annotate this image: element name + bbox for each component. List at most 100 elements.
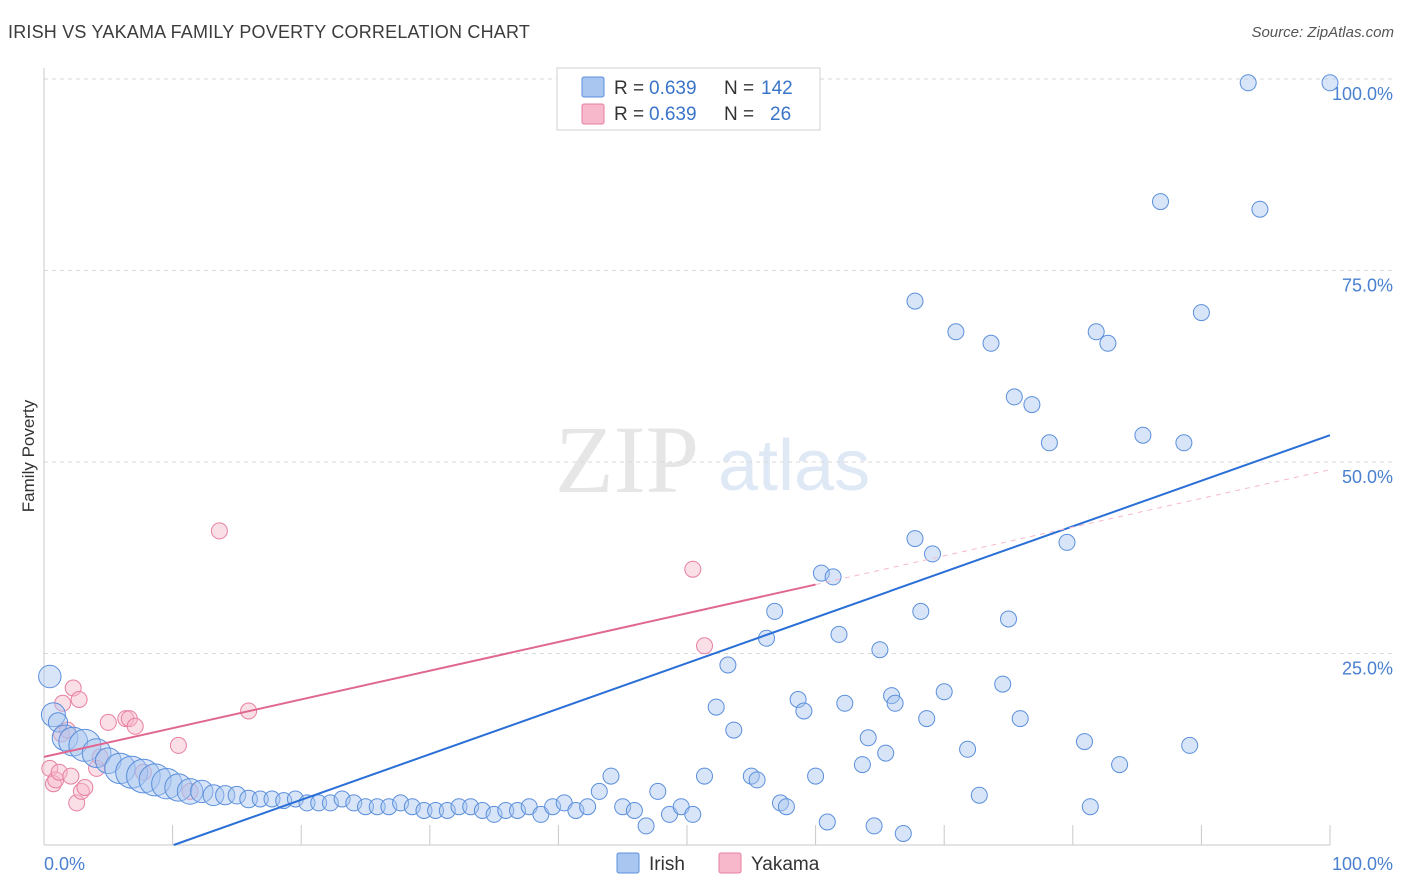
x-tick-label-max: 100.0% [1332,854,1393,874]
irish-point [777,798,795,816]
irish-point [766,602,784,620]
irish-point [625,802,643,819]
irish-point [696,767,713,785]
yakama-point [126,717,144,735]
irish-point [830,625,848,643]
bottom-legend-irish: Irish [649,854,685,875]
irish-point [190,779,214,804]
irish-point [579,798,597,816]
irish-point [707,698,725,716]
irish-point [602,767,620,785]
irish-point [532,805,550,823]
irish-point [912,602,930,620]
irish-point [1134,426,1152,444]
yakama-point [76,779,94,796]
irish-point [684,805,702,823]
irish-point [795,702,813,720]
irish-point [982,334,1000,352]
irish-point [164,773,193,802]
irish-point [649,782,667,800]
yakama-point [70,691,88,708]
watermark-atlas: atlas [718,426,870,506]
irish-point [251,790,269,808]
irish-point [1192,304,1210,322]
irish-point [877,744,895,762]
irish-point [1005,388,1023,406]
bottom-legend-yakama: Yakama [751,854,820,875]
irish-point [818,813,836,831]
irish-point [1076,733,1093,751]
irish-point [661,805,678,823]
irish-point [894,825,912,842]
irish-point [427,802,445,819]
legend-swatch-irish [581,76,605,98]
irish-point [368,798,386,816]
bottom-legend-swatch-yakama [718,852,742,874]
yakama-trend-line [43,583,816,758]
watermark-zip: ZIP [555,406,699,513]
irish-point [1321,74,1339,92]
legend-n-value-yakama: 26 [770,104,791,125]
irish-point [748,771,766,789]
irish-point [1181,736,1199,754]
irish-point [725,721,743,739]
irish-point [151,768,183,800]
trend-lines [43,434,1331,846]
irish-point [906,530,924,548]
irish-point [1087,323,1105,341]
irish-point [970,786,988,804]
irish-point [1081,798,1099,816]
irish-point [719,656,737,674]
yakama-points [41,522,713,812]
y-axis-label: Family Poverty [19,399,38,512]
irish-point [1239,74,1257,92]
irish-point [886,694,904,712]
irish-point [935,683,953,701]
x-axis-ticks [43,825,1331,845]
irish-point [824,568,842,586]
yakama-point [684,560,702,578]
irish-point [918,710,936,728]
gridlines [44,78,1393,654]
irish-point [1000,610,1017,628]
legend: R = 0.639 N = 142 R = 0.639 N = 26 [556,67,821,131]
irish-point [906,292,924,310]
irish-point [959,740,977,758]
bottom-legend-swatch-irish [616,852,640,874]
irish-point [836,694,854,712]
yakama-point [169,736,187,754]
irish-point [415,802,433,819]
irish-point [202,784,225,807]
legend-n-value-irish: 142 [761,78,793,99]
legend-r-label-irish: R = [614,78,644,99]
irish-point [1111,756,1129,774]
yakama-point [696,637,713,655]
irish-point [497,802,515,819]
irish-points [38,74,1339,842]
irish-point [47,712,69,733]
y-tick-label: 25.0% [1342,659,1393,679]
legend-n-label-yakama: N = [724,104,754,125]
legend-r-value-irish: 0.639 [649,78,697,99]
bottom-legend: Irish Yakama [616,852,820,875]
yakama-point [99,713,117,731]
y-tick-label: 50.0% [1342,467,1393,487]
irish-point [1251,200,1269,218]
irish-point [450,798,468,816]
chart-title: IRISH VS YAKAMA FAMILY POVERTY CORRELATI… [8,22,531,42]
irish-point [1011,710,1029,728]
irish-point [853,756,871,774]
irish-point [227,785,247,805]
irish-point [38,664,62,689]
irish-point [1058,533,1076,551]
irish-point [865,817,883,835]
yakama-point [62,767,80,785]
irish-point [520,798,538,816]
legend-swatch-yakama [581,103,605,125]
irish-point [310,794,328,812]
irish-point [871,641,889,659]
irish-point [1023,396,1041,414]
y-tick-label: 100.0% [1332,84,1393,104]
irish-point [947,323,965,341]
